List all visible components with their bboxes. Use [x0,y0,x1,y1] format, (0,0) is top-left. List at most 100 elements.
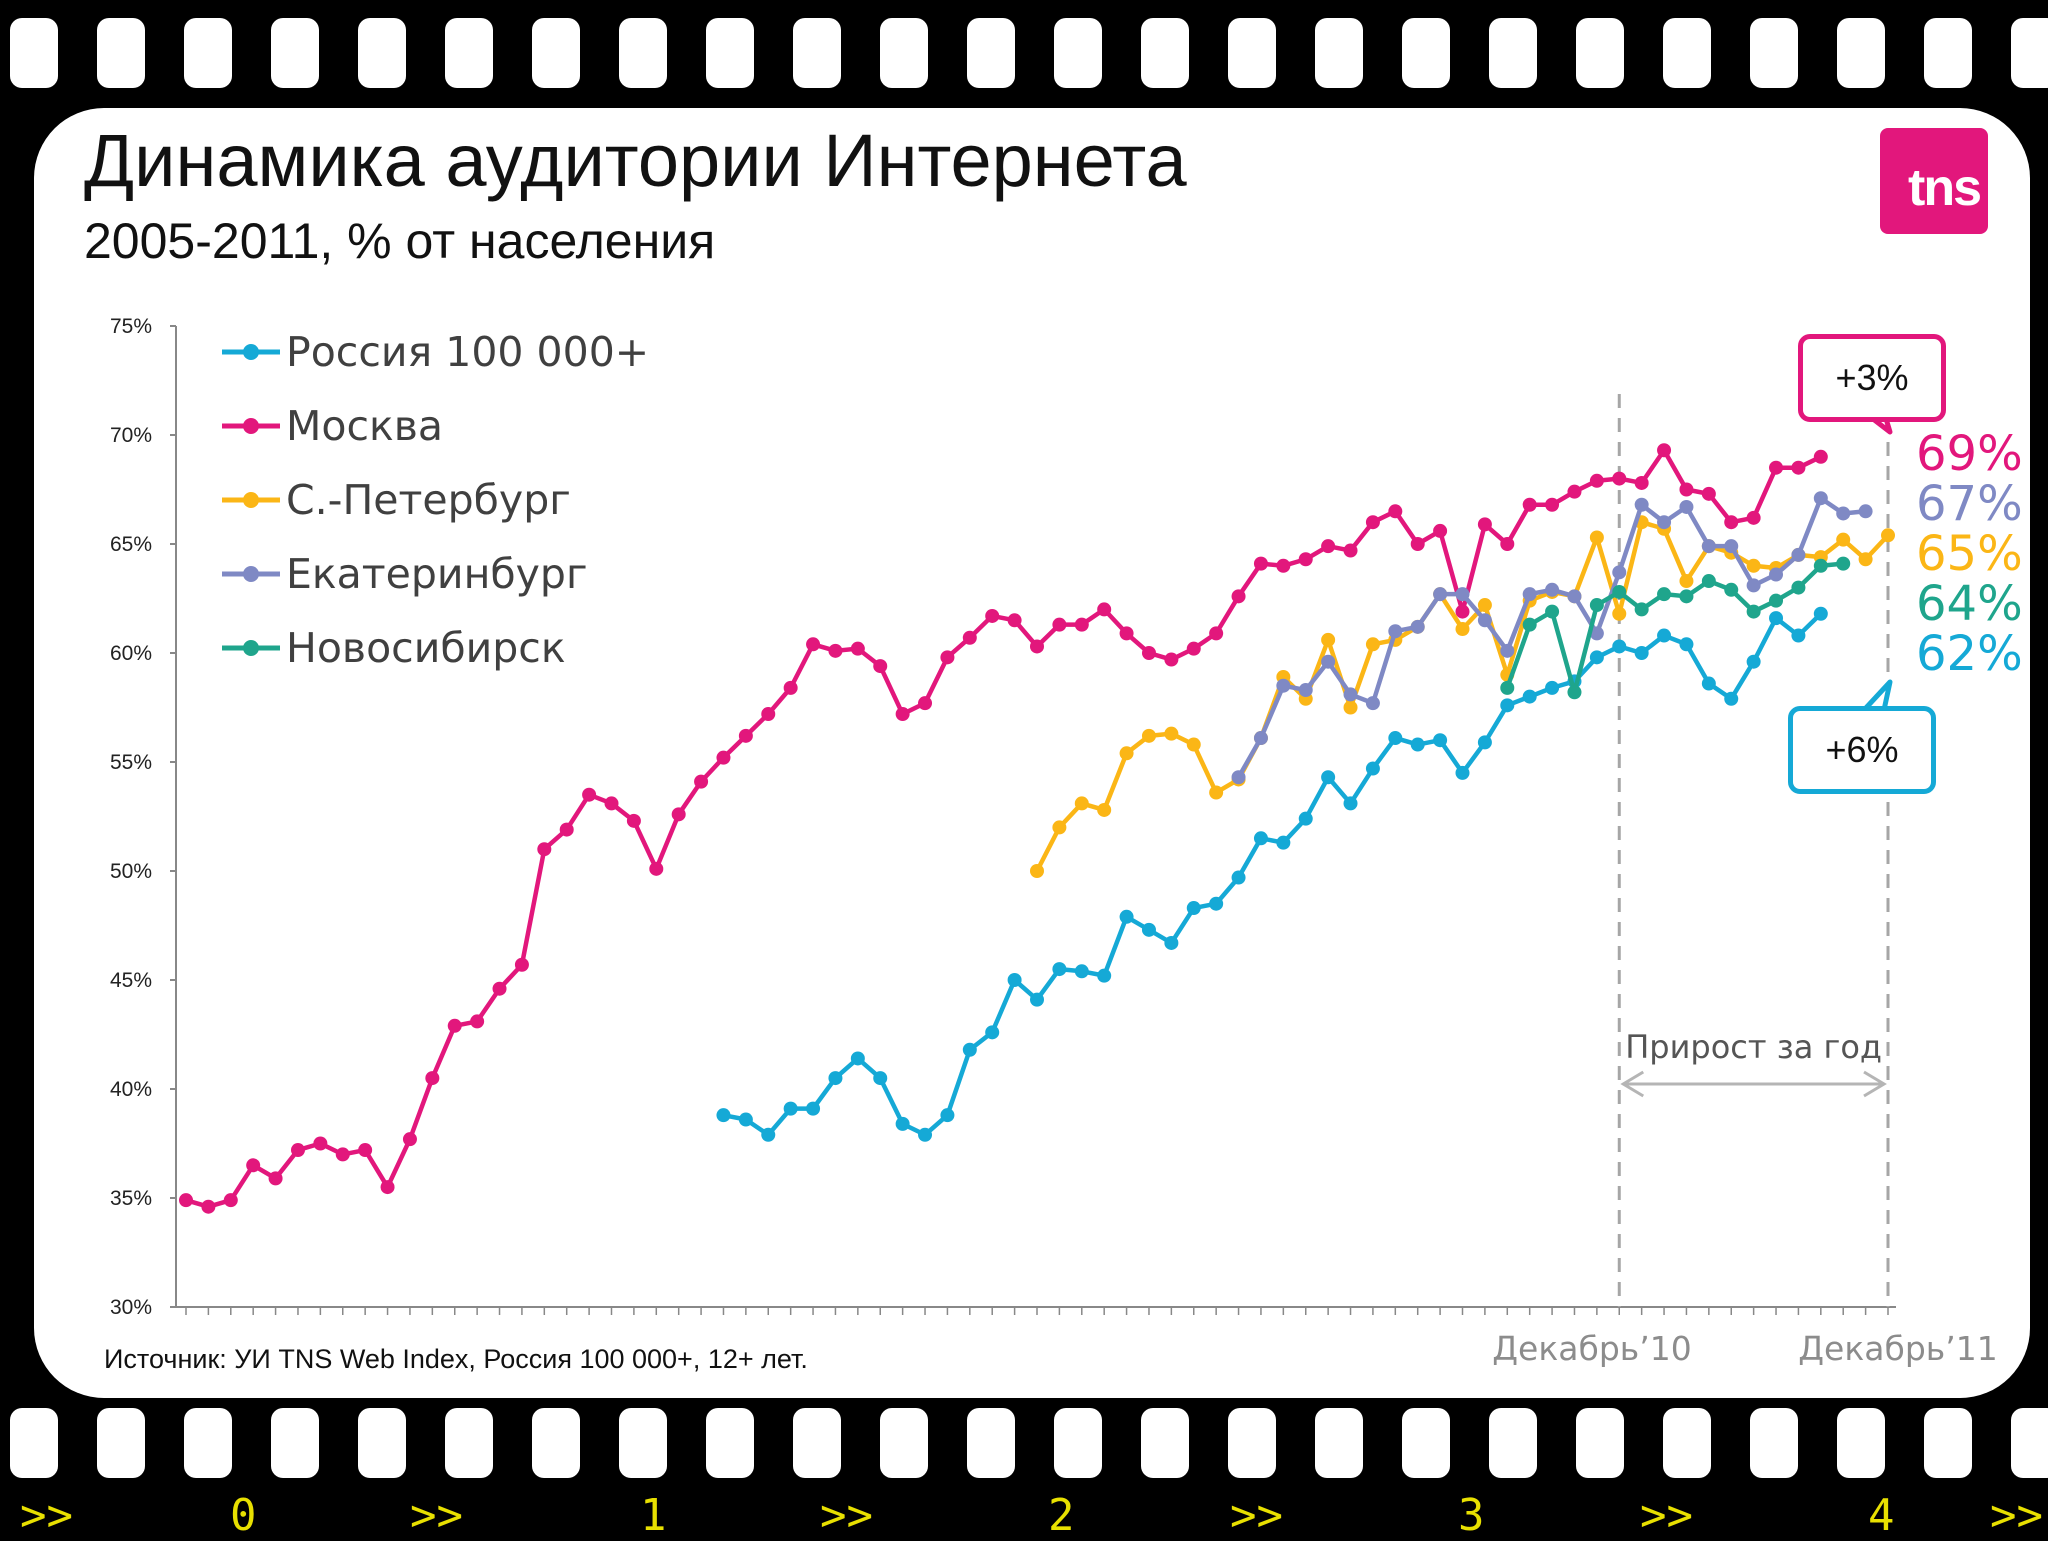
spb-point [1209,785,1224,800]
moscow-point [1231,589,1246,604]
moscow-point [694,774,709,789]
moscow-point [223,1193,238,1208]
nsk-point [1836,556,1851,571]
ekb-point [1634,497,1649,512]
y-tick-label: 40% [110,1078,152,1101]
film-perforation [1228,1408,1276,1478]
moscow-point [1030,639,1044,654]
russia-point [962,1042,977,1057]
moscow-point [246,1158,261,1173]
film-perforation [967,1408,1015,1478]
film-perforation [184,18,232,88]
nsk-point [1813,558,1828,573]
moscow-point [559,822,574,837]
y-tick-label: 30% [110,1296,152,1319]
film-perforations-top [0,18,2048,88]
spb-point [1679,574,1694,589]
moscow-point [1769,460,1784,475]
page-subtitle: 2005-2011, % от населения [84,213,716,269]
film-perforation [184,1408,232,1478]
moscow-point [962,630,977,645]
russia-point [1791,628,1806,643]
spb-legend-marker [243,492,259,508]
russia-point [1612,639,1627,654]
film-perforation [532,18,580,88]
moscow-point [447,1018,462,1033]
nsk-end-label: 64% [1916,576,2023,632]
moscow-point [1522,497,1537,512]
moscow-point [1186,641,1201,656]
film-strip-label: >> [410,1490,463,1541]
russia-point [1209,896,1224,911]
ekb-point [1746,578,1761,593]
nsk-point [1522,617,1537,632]
y-tick-label: 75% [110,315,152,338]
film-strip-label: >> [820,1490,873,1541]
moscow-point [940,650,955,665]
film-perforation [1141,1408,1189,1478]
spb-legend-label: С.-Петербург [286,476,571,524]
ekb-point [1858,504,1873,519]
moscow-point [1657,443,1672,458]
spb-point [1119,746,1134,761]
moscow-point [1500,537,1515,551]
moscow-point [1276,558,1291,573]
russia-point [1052,962,1067,977]
moscow-point [358,1143,373,1158]
spb-point [1141,728,1156,743]
moscow-point [1209,626,1224,641]
russia-point [918,1127,933,1142]
ekb-point [1612,565,1627,580]
nsk-point [1589,598,1604,613]
ekb-point [1365,696,1380,711]
film-strip-label: 4 [1868,1490,1895,1541]
nsk-point [1769,593,1784,608]
russia-point [783,1101,798,1116]
nsk-point [1657,587,1672,602]
ekb-point [1321,654,1336,669]
ekb-point [1522,587,1537,602]
nsk-point [1567,685,1582,700]
russia-legend-label: Россия 100 000+ [286,328,649,376]
film-perforation [1750,18,1798,88]
spb-point [1612,606,1627,621]
russia-point [895,1116,910,1131]
film-perforation [880,18,928,88]
film-perforation [271,18,319,88]
russia-point [1634,646,1649,660]
moscow-point [895,707,910,722]
russia-point [1701,676,1716,691]
y-tick-label: 55% [110,751,152,774]
ekb-point [1388,624,1403,639]
spb-point [1365,637,1380,652]
tns-logo-text: tns [1908,159,1982,217]
moscow-point [985,608,1000,623]
moscow-point [1813,449,1828,464]
russia-point [1746,654,1761,669]
ekb-legend-marker [243,566,259,582]
ekb-point [1343,687,1358,702]
ekb-end-label: 67% [1916,476,2023,532]
spb-point [1052,820,1067,835]
spb-point [1858,552,1873,567]
ekb-point [1477,613,1492,628]
moscow-point [1477,517,1492,532]
moscow-point [1791,460,1806,475]
moscow-point [1589,473,1604,488]
russia-growth-callout: +6% [1788,706,1936,794]
russia-point [1253,831,1268,846]
nsk-point [1612,584,1627,599]
ekb-point [1836,506,1851,521]
russia-point [738,1112,753,1127]
growth-arrow-head-right [1863,1070,1887,1098]
film-perforation [445,18,493,88]
y-tick-label: 65% [110,533,152,556]
film-perforation [706,18,754,88]
moscow-point [873,659,888,674]
russia-point [1657,628,1672,643]
moscow-point [1634,475,1649,490]
moscow-point [1724,515,1739,530]
moscow-point [1410,537,1425,551]
moscow-point [1052,617,1067,632]
russia-point [1231,870,1246,885]
